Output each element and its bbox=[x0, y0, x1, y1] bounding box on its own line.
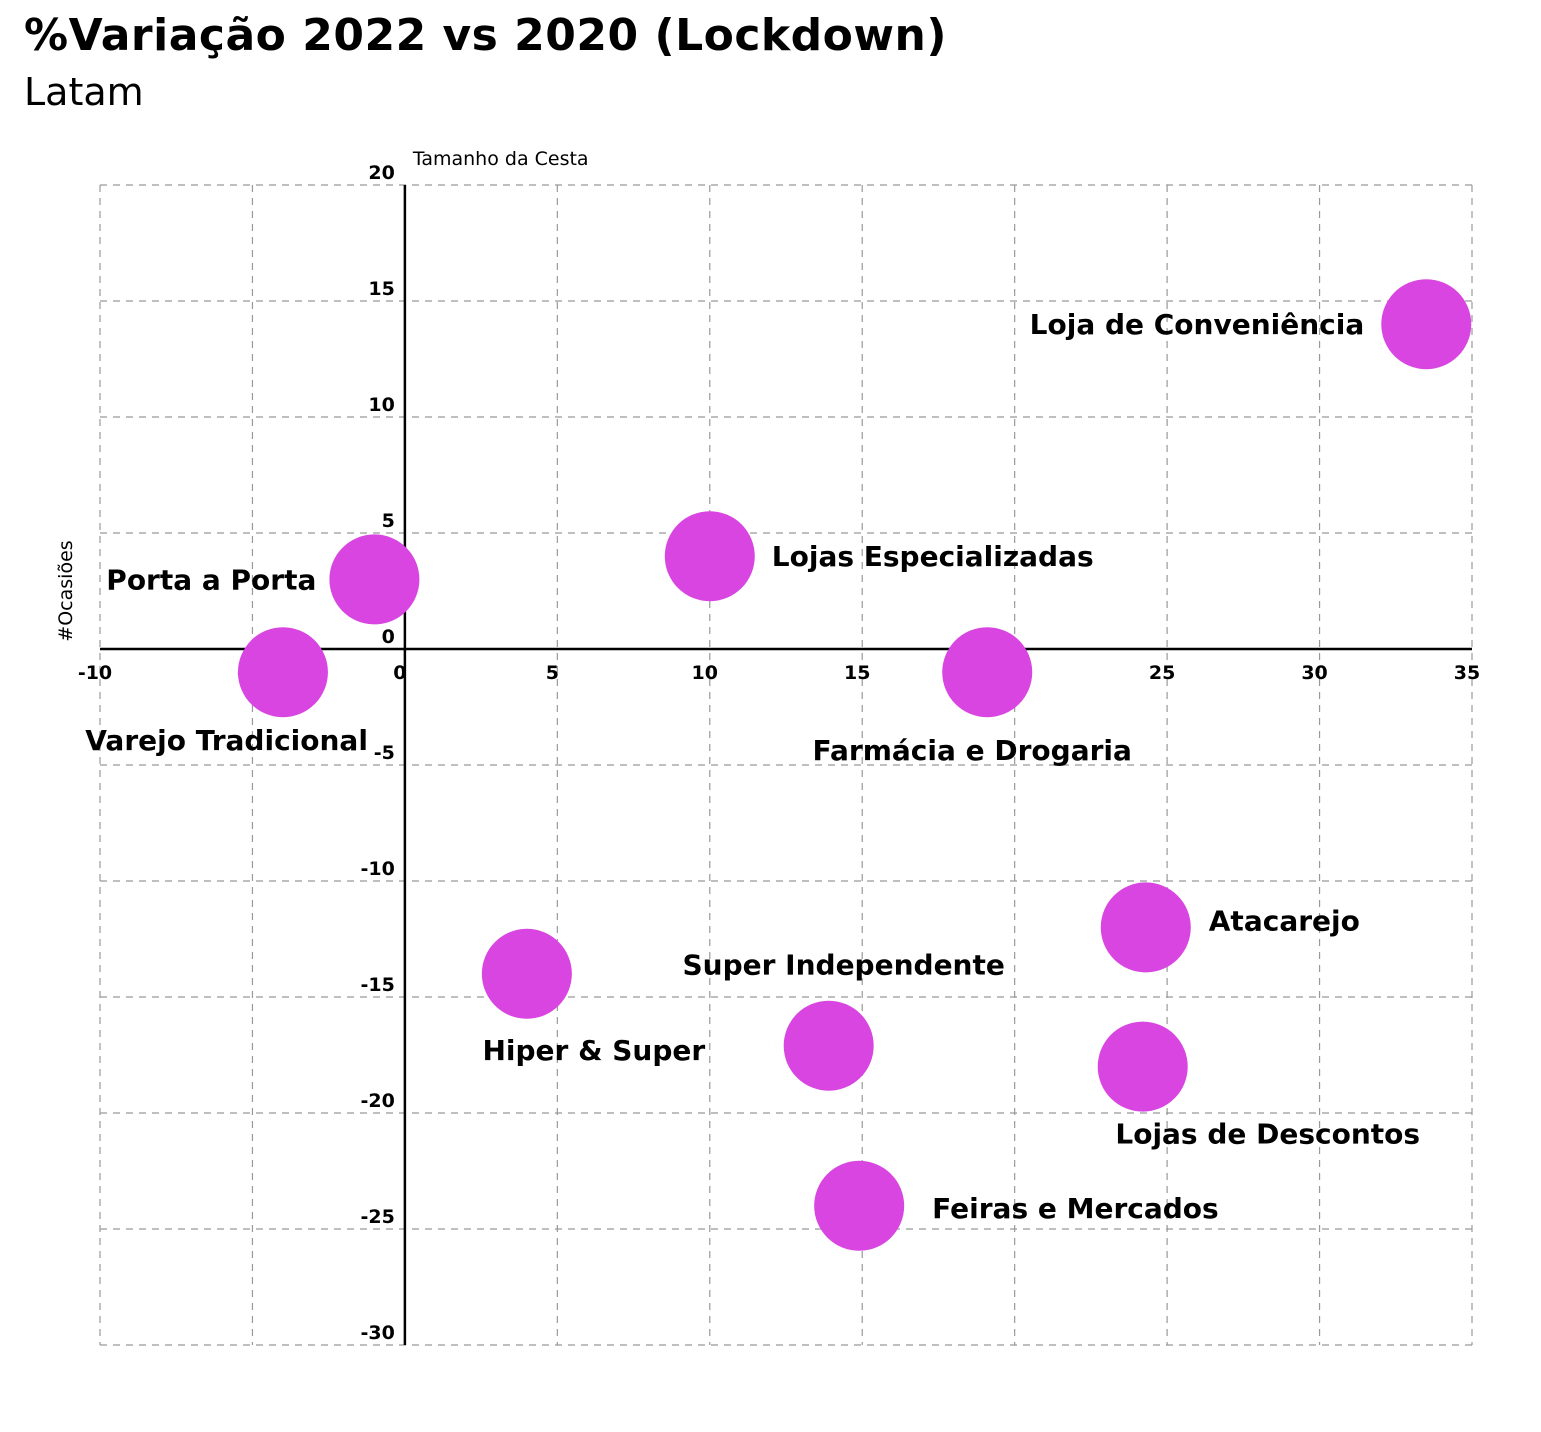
data-label: Porta a Porta bbox=[106, 563, 316, 596]
x-tick-label: -10 bbox=[78, 662, 112, 684]
data-label: Farmácia e Drogaria bbox=[813, 734, 1132, 767]
data-point bbox=[481, 928, 572, 1019]
y-tick-label: 0 bbox=[382, 626, 395, 648]
y-tick-label: -20 bbox=[361, 1090, 395, 1112]
y-tick-label: -30 bbox=[361, 1322, 395, 1344]
data-point bbox=[237, 627, 328, 718]
y-axis-title: #Ocasiões bbox=[55, 540, 77, 641]
data-point bbox=[1097, 1021, 1188, 1112]
data-label: Hiper & Super bbox=[482, 1034, 705, 1067]
y-tick-label: -5 bbox=[374, 742, 395, 764]
x-tick-label: 15 bbox=[844, 662, 870, 684]
chart-title: %Variação 2022 vs 2020 (Lockdown) bbox=[24, 10, 947, 61]
chart-subtitle: Latam bbox=[24, 70, 144, 114]
data-point bbox=[783, 1000, 874, 1091]
data-point bbox=[664, 511, 755, 602]
x-tick-label: 10 bbox=[692, 662, 718, 684]
y-tick-label: 10 bbox=[368, 394, 394, 416]
x-tick-label: 5 bbox=[546, 662, 559, 684]
x-tick-label: 25 bbox=[1149, 662, 1175, 684]
data-label: Lojas de Descontos bbox=[1115, 1118, 1420, 1151]
data-point bbox=[1381, 279, 1472, 370]
data-point bbox=[814, 1160, 905, 1251]
x-tick-label: 35 bbox=[1454, 662, 1480, 684]
x-tick-label: 30 bbox=[1301, 662, 1327, 684]
y-tick-label: 5 bbox=[382, 510, 395, 532]
data-label: Loja de Conveniência bbox=[1030, 308, 1365, 341]
data-label: Feiras e Mercados bbox=[932, 1192, 1219, 1225]
data-point bbox=[942, 627, 1033, 718]
x-tick-label: 0 bbox=[393, 662, 406, 684]
y-tick-label: -15 bbox=[361, 974, 395, 996]
data-point bbox=[329, 534, 420, 625]
y-tick-label: 20 bbox=[368, 162, 394, 184]
data-points bbox=[237, 279, 1472, 1251]
data-point bbox=[1100, 882, 1191, 973]
data-labels: Loja de Conveniência Lojas Especializadas… bbox=[85, 308, 1420, 1225]
data-label: Lojas Especializadas bbox=[772, 540, 1094, 573]
y-tick-label: -10 bbox=[361, 858, 395, 880]
axes bbox=[100, 185, 1472, 1345]
y-tick-label: 15 bbox=[368, 278, 394, 300]
data-label: Super Independente bbox=[682, 949, 1004, 982]
grid bbox=[99, 184, 1473, 1346]
y-tick-label: -25 bbox=[361, 1206, 395, 1228]
data-label: Atacarejo bbox=[1209, 904, 1360, 937]
data-label: Varejo Tradicional bbox=[85, 724, 368, 757]
x-axis-title: Tamanho da Cesta bbox=[412, 148, 589, 170]
